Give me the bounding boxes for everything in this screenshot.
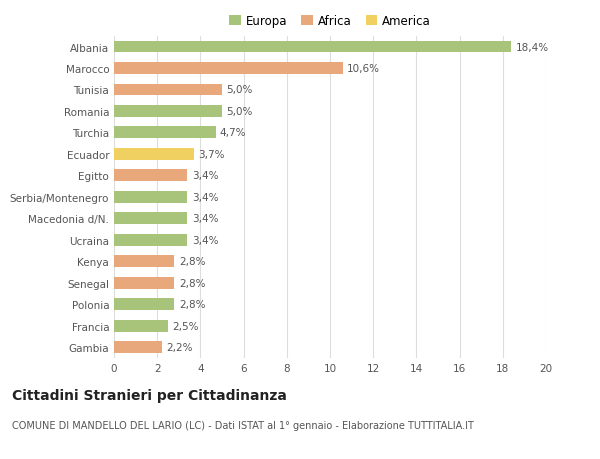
Text: COMUNE DI MANDELLO DEL LARIO (LC) - Dati ISTAT al 1° gennaio - Elaborazione TUTT: COMUNE DI MANDELLO DEL LARIO (LC) - Dati… <box>12 420 474 430</box>
Text: 3,4%: 3,4% <box>192 235 218 245</box>
Bar <box>114 277 175 289</box>
Text: 5,0%: 5,0% <box>226 106 253 117</box>
Text: 2,8%: 2,8% <box>179 299 205 309</box>
Bar <box>114 127 215 139</box>
Bar <box>114 84 222 96</box>
Bar <box>114 213 187 224</box>
Legend: Europa, Africa, America: Europa, Africa, America <box>224 11 436 33</box>
Text: 18,4%: 18,4% <box>516 42 549 52</box>
Bar <box>114 63 343 75</box>
Text: 2,5%: 2,5% <box>172 321 199 331</box>
Bar <box>114 320 168 332</box>
Text: 3,4%: 3,4% <box>192 214 218 224</box>
Bar <box>114 298 175 310</box>
Bar <box>114 106 222 118</box>
Text: Cittadini Stranieri per Cittadinanza: Cittadini Stranieri per Cittadinanza <box>12 388 287 402</box>
Text: 5,0%: 5,0% <box>226 85 253 95</box>
Text: 2,8%: 2,8% <box>179 257 205 267</box>
Text: 3,4%: 3,4% <box>192 171 218 181</box>
Bar <box>114 234 187 246</box>
Text: 2,2%: 2,2% <box>166 342 193 353</box>
Text: 3,4%: 3,4% <box>192 192 218 202</box>
Text: 2,8%: 2,8% <box>179 278 205 288</box>
Bar <box>114 256 175 268</box>
Text: 3,7%: 3,7% <box>198 150 225 160</box>
Bar <box>114 341 161 353</box>
Bar <box>114 41 511 53</box>
Text: 4,7%: 4,7% <box>220 128 247 138</box>
Bar <box>114 149 194 160</box>
Bar <box>114 191 187 203</box>
Text: 10,6%: 10,6% <box>347 64 380 74</box>
Bar <box>114 170 187 182</box>
